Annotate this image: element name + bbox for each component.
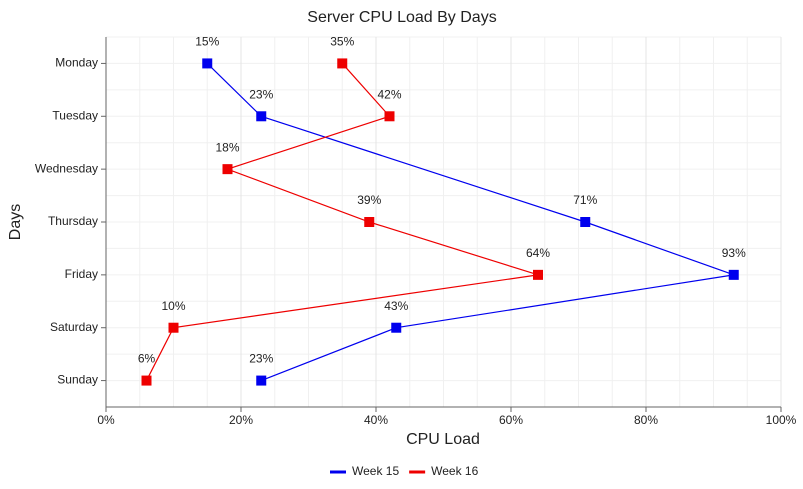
data-label: 35% — [330, 35, 354, 49]
x-tick-label: 60% — [499, 413, 523, 427]
marker — [168, 322, 179, 333]
data-label: 43% — [384, 299, 408, 313]
y-tick-label: Tuesday — [52, 108, 98, 122]
marker — [337, 58, 348, 69]
x-tick-label: 40% — [364, 413, 388, 427]
data-label: 93% — [722, 246, 746, 260]
y-tick-label: Sunday — [57, 373, 98, 387]
marker — [222, 164, 233, 175]
marker — [256, 111, 267, 122]
data-label: 23% — [249, 352, 273, 366]
x-tick-label: 80% — [634, 413, 658, 427]
y-axis-title: Days — [7, 204, 24, 240]
data-label: 15% — [195, 35, 219, 49]
legend-label: Week 15 — [352, 464, 399, 478]
marker — [256, 375, 267, 386]
marker — [202, 58, 213, 69]
legend-label: Week 16 — [431, 464, 478, 478]
data-label: 18% — [215, 140, 239, 154]
marker — [391, 322, 402, 333]
x-tick-label: 100% — [766, 413, 797, 427]
y-tick-label: Thursday — [48, 214, 98, 228]
data-label: 10% — [161, 299, 185, 313]
y-tick-label: Saturday — [50, 320, 98, 334]
data-label: 23% — [249, 87, 273, 101]
data-label: 71% — [573, 193, 597, 207]
data-label: 64% — [526, 246, 550, 260]
data-label: 42% — [377, 87, 401, 101]
chart-title: Server CPU Load By Days — [307, 9, 496, 26]
x-axis-title: CPU Load — [406, 431, 480, 448]
marker — [728, 269, 739, 280]
x-tick-label: 0% — [97, 413, 115, 427]
x-tick-label: 20% — [229, 413, 253, 427]
data-label: 39% — [357, 193, 381, 207]
marker — [533, 269, 543, 280]
marker — [364, 217, 375, 227]
y-tick-label: Friday — [65, 267, 98, 281]
y-tick-label: Wednesday — [35, 161, 98, 175]
y-tick-label: Monday — [55, 56, 98, 70]
marker — [141, 375, 152, 386]
series-line — [206, 62, 734, 382]
data-label: 6% — [138, 352, 156, 366]
marker — [580, 217, 591, 227]
marker — [384, 111, 395, 122]
